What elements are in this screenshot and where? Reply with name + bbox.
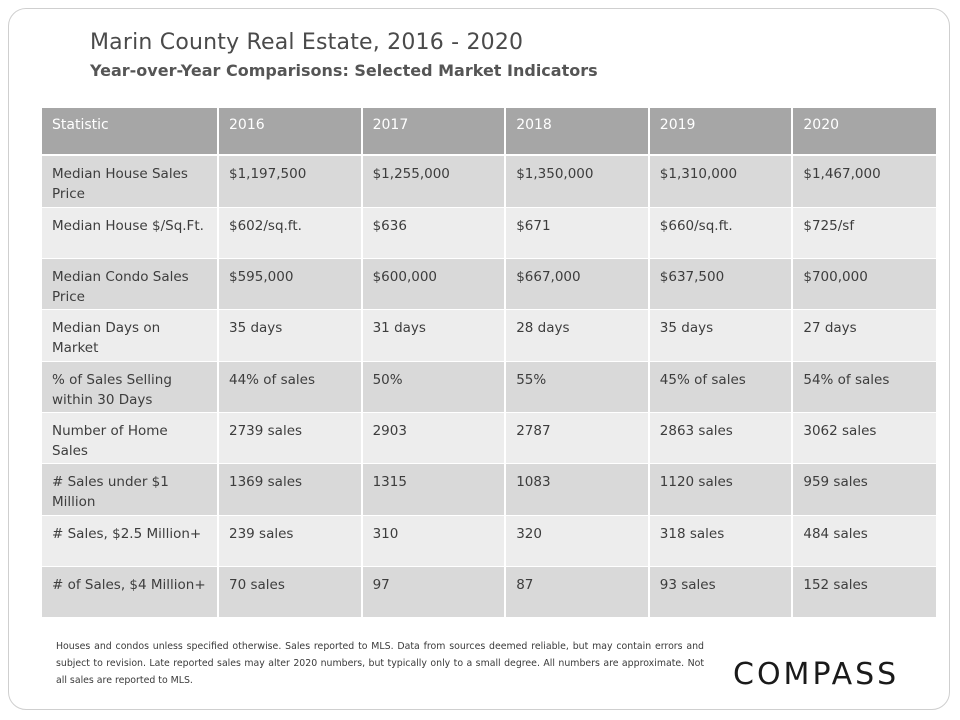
value-cell: 55% [505,361,650,413]
value-cell: 239 sales [218,515,363,567]
value-cell: 152 sales [792,566,936,619]
value-cell: 1120 sales [648,463,794,516]
table-row: Median House Sales Price $1,197,500 $1,255… [42,156,936,208]
row-label-cell: Number of Home Sales [42,412,219,465]
row-label-cell: Median House $/Sq.Ft. [42,207,219,260]
row-label-cell: # Sales, $2.5 Million+ [42,515,219,567]
value-cell: 1315 [361,463,507,516]
column-header: 2018 [505,108,650,154]
value-cell: $1,310,000 [648,156,794,208]
value-cell: 45% of sales [648,361,794,413]
table-header-row: Statistic 2016 2017 2018 2019 2020 [42,108,936,154]
header-spacer [42,154,936,156]
value-cell: 50% [361,361,507,413]
value-cell: $1,197,500 [218,156,363,208]
value-cell: $602/sq.ft. [218,207,363,260]
value-cell: 2787 [505,412,650,465]
value-cell: 318 sales [648,515,794,567]
table-row: Median Days on Market 35 days 31 days 28 da… [42,309,936,362]
row-label-cell: Median Days on Market [42,309,219,362]
value-cell: 2903 [361,412,507,465]
value-cell: $671 [505,207,650,260]
column-header: 2017 [361,108,507,154]
value-cell: 1369 sales [218,463,363,516]
value-cell: $1,467,000 [792,156,936,208]
value-cell: 93 sales [648,566,794,619]
column-header: 2020 [792,108,936,154]
value-cell: 70 sales [218,566,363,619]
value-cell: 44% of sales [218,361,363,413]
column-header: Statistic [42,108,219,154]
column-header: 2019 [648,108,794,154]
value-cell: 484 sales [792,515,936,567]
value-cell: 35 days [218,309,363,362]
table-row: % of Sales Selling within 30 Days 44% of … [42,361,936,413]
row-label-cell: Median House Sales Price [42,156,219,208]
table-row: # of Sales, $4 Million+ 70 sales 97 87 93 sa… [42,566,936,619]
row-label-cell: % of Sales Selling within 30 Days [42,361,219,413]
table-row: Median House $/Sq.Ft. $602/sq.ft. $636 $671… [42,207,936,260]
value-cell: 3062 sales [792,412,936,465]
value-cell: 27 days [792,309,936,362]
compass-logo: COMPASS [733,657,900,692]
row-label-cell: # Sales under $1 Million [42,463,219,516]
value-cell: 31 days [361,309,507,362]
value-cell: $660/sq.ft. [648,207,794,260]
table-row: Number of Home Sales 2739 sales 2903 2787 28… [42,412,936,465]
value-cell: $595,000 [218,258,363,311]
value-cell: $600,000 [361,258,507,311]
row-label-cell: # of Sales, $4 Million+ [42,566,219,619]
page-title: Marin County Real Estate, 2016 - 2020 [90,30,524,55]
value-cell: 28 days [505,309,650,362]
value-cell: 54% of sales [792,361,936,413]
table-row: # Sales under $1 Million 1369 sales 1315 10… [42,463,936,516]
market-indicators-table: Statistic 2016 2017 2018 2019 2020 Media… [42,108,936,619]
column-header: 2016 [218,108,363,154]
table-row: # Sales, $2.5 Million+ 239 sales 310 320 318… [42,515,936,567]
value-cell: 97 [361,566,507,619]
footnote: Houses and condos unless specified other… [56,641,704,686]
row-label-cell: Median Condo Sales Price [42,258,219,311]
value-cell: $1,350,000 [505,156,650,208]
value-cell: $637,500 [648,258,794,311]
value-cell: $667,000 [505,258,650,311]
value-cell: $700,000 [792,258,936,311]
value-cell: 320 [505,515,650,567]
value-cell: $1,255,000 [361,156,507,208]
value-cell: 2863 sales [648,412,794,465]
page-subtitle: Year-over-Year Comparisons: Selected Mar… [90,61,598,80]
value-cell: $636 [361,207,507,260]
value-cell: 2739 sales [218,412,363,465]
value-cell: 87 [505,566,650,619]
value-cell: $725/sf [792,207,936,260]
value-cell: 35 days [648,309,794,362]
value-cell: 959 sales [792,463,936,516]
spacer-cell [42,154,936,156]
value-cell: 1083 [505,463,650,516]
value-cell: 310 [361,515,507,567]
table-row: Median Condo Sales Price $595,000 $600,000… [42,258,936,311]
